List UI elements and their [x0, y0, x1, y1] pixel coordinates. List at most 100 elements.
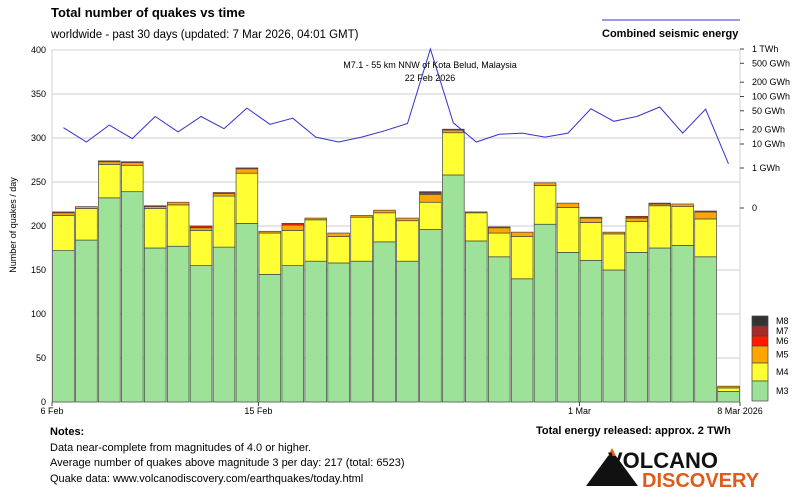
bar-m5: [373, 209, 396, 214]
bar-m3: [258, 274, 282, 403]
right-tick-label: 500 GWh: [752, 58, 790, 68]
bar-m3: [281, 265, 305, 403]
right-tick-label: 200 GWh: [752, 77, 790, 87]
y-tick-label: 200: [31, 221, 46, 231]
bar-m3: [487, 256, 511, 403]
bar-m5: [98, 161, 121, 165]
bar-m7: [419, 191, 442, 193]
y-ticks: 0 50 100 150 200 250 300 350 400: [31, 45, 46, 407]
bar-m6: [487, 226, 511, 229]
bar-m5: [75, 206, 98, 209]
right-axis-ticks: 1 TWh 500 GWh 200 GWh 100 GWh 50 GWh 20 GWh 10…: [740, 44, 790, 213]
notes-block: Notes: Data near-complete from magnitude…: [50, 425, 404, 487]
gridlines: [52, 93, 740, 359]
bar-m4: [143, 208, 167, 249]
legend-swatch-m8: [751, 315, 769, 327]
bar-m5: [510, 231, 534, 237]
legend-label-m6: M6: [776, 336, 789, 346]
bar-m3: [602, 269, 626, 403]
legend-swatch-m4: [751, 362, 769, 382]
bar-m5: [717, 385, 740, 389]
energy-total: Total energy released: approx. 2 TWh: [536, 425, 731, 437]
bar-m4: [281, 230, 305, 266]
bar-m5: [694, 211, 717, 220]
bar-m5: [556, 202, 580, 208]
annotation-text: M7.1 - 55 km NNW of Kota Belud, Malaysia: [343, 60, 517, 70]
bar-m5: [166, 201, 190, 206]
bar-m3: [694, 256, 717, 403]
notes-line3: Quake data: www.volcanodiscovery.com/ear…: [50, 472, 364, 485]
legend-label-m5: M5: [776, 350, 789, 360]
legend-swatch-m5: [751, 345, 769, 364]
bar-m3: [465, 240, 488, 403]
legend-label-m3: M3: [776, 386, 789, 396]
bar-m5: [533, 182, 557, 186]
bar-m4: [189, 230, 213, 266]
notes-line1: Data near-complete from magnitudes of 4.…: [50, 441, 312, 454]
bar-m3: [625, 252, 649, 403]
y-axis-label: Number of quakes / day: [8, 177, 18, 273]
bar-m6: [648, 202, 671, 205]
bar-m4: [75, 208, 98, 241]
bar-m3: [327, 262, 350, 403]
bar-m5: [350, 215, 373, 218]
bar-m4: [212, 195, 236, 248]
bar-m3: [235, 223, 259, 403]
bar-m4: [556, 207, 580, 253]
bar-m3: [121, 191, 144, 403]
bar-m4: [258, 232, 282, 275]
bar-m4: [98, 164, 121, 199]
bar-m4: [510, 236, 534, 280]
bar-m5: [212, 193, 236, 197]
bar-m5: [258, 230, 282, 234]
bar-m5: [396, 217, 419, 222]
legend-swatch-m6: [751, 335, 769, 347]
bar-m5: [487, 227, 511, 234]
bar-m5: [625, 217, 649, 222]
bar-m3: [143, 247, 167, 403]
bar-m4: [327, 236, 350, 264]
bar-m4: [671, 206, 694, 246]
y-tick-label: 400: [31, 45, 46, 55]
bar-m3: [556, 252, 580, 403]
bar-m6: [143, 205, 167, 207]
right-tick-label: 10 GWh: [752, 139, 785, 149]
x-tick-label: 1 Mar: [568, 406, 591, 416]
bar-m4: [304, 219, 327, 262]
bar-m3: [396, 260, 419, 403]
bar-m4: [717, 387, 740, 392]
bar-m4: [121, 164, 144, 193]
bar-m5: [281, 224, 305, 231]
notes-line2: Average number of quakes above magnitude…: [50, 457, 405, 469]
legend-energy-label: Combined seismic energy: [602, 28, 739, 40]
bar-m4: [396, 220, 419, 262]
bar-m6: [235, 167, 259, 170]
right-tick-label: 100 GWh: [752, 92, 790, 102]
bar-m3: [442, 174, 465, 403]
bar-m4: [533, 185, 557, 225]
bar-m4: [648, 205, 671, 249]
bar-m6: [121, 161, 144, 163]
bar-m5: [52, 212, 75, 216]
chart-subtitle: worldwide - past 30 days (updated: 7 Mar…: [50, 29, 359, 41]
x-tick-label: 15 Feb: [244, 406, 272, 416]
bar-m4: [419, 201, 442, 230]
bar-m4: [235, 172, 259, 224]
bar-m5: [442, 129, 465, 134]
volcano-discovery-logo: VOLCANO DISCOVERY: [586, 448, 760, 490]
bar-m3: [648, 247, 671, 403]
bar-m6: [579, 216, 603, 219]
right-tick-label: 1 GWh: [752, 163, 780, 173]
bar-m3: [373, 241, 396, 403]
bar-m3: [304, 260, 327, 403]
legend-label-m8: M8: [776, 316, 789, 326]
bars: [52, 128, 740, 403]
bar-m4: [694, 218, 717, 258]
bar-m6: [52, 211, 75, 214]
legend-swatch-m3: [751, 380, 769, 402]
volcano-logo-icon: [586, 456, 638, 486]
bar-m3: [533, 223, 557, 403]
right-tick-label: 0: [752, 203, 757, 213]
right-tick-label: 20 GWh: [752, 125, 785, 135]
